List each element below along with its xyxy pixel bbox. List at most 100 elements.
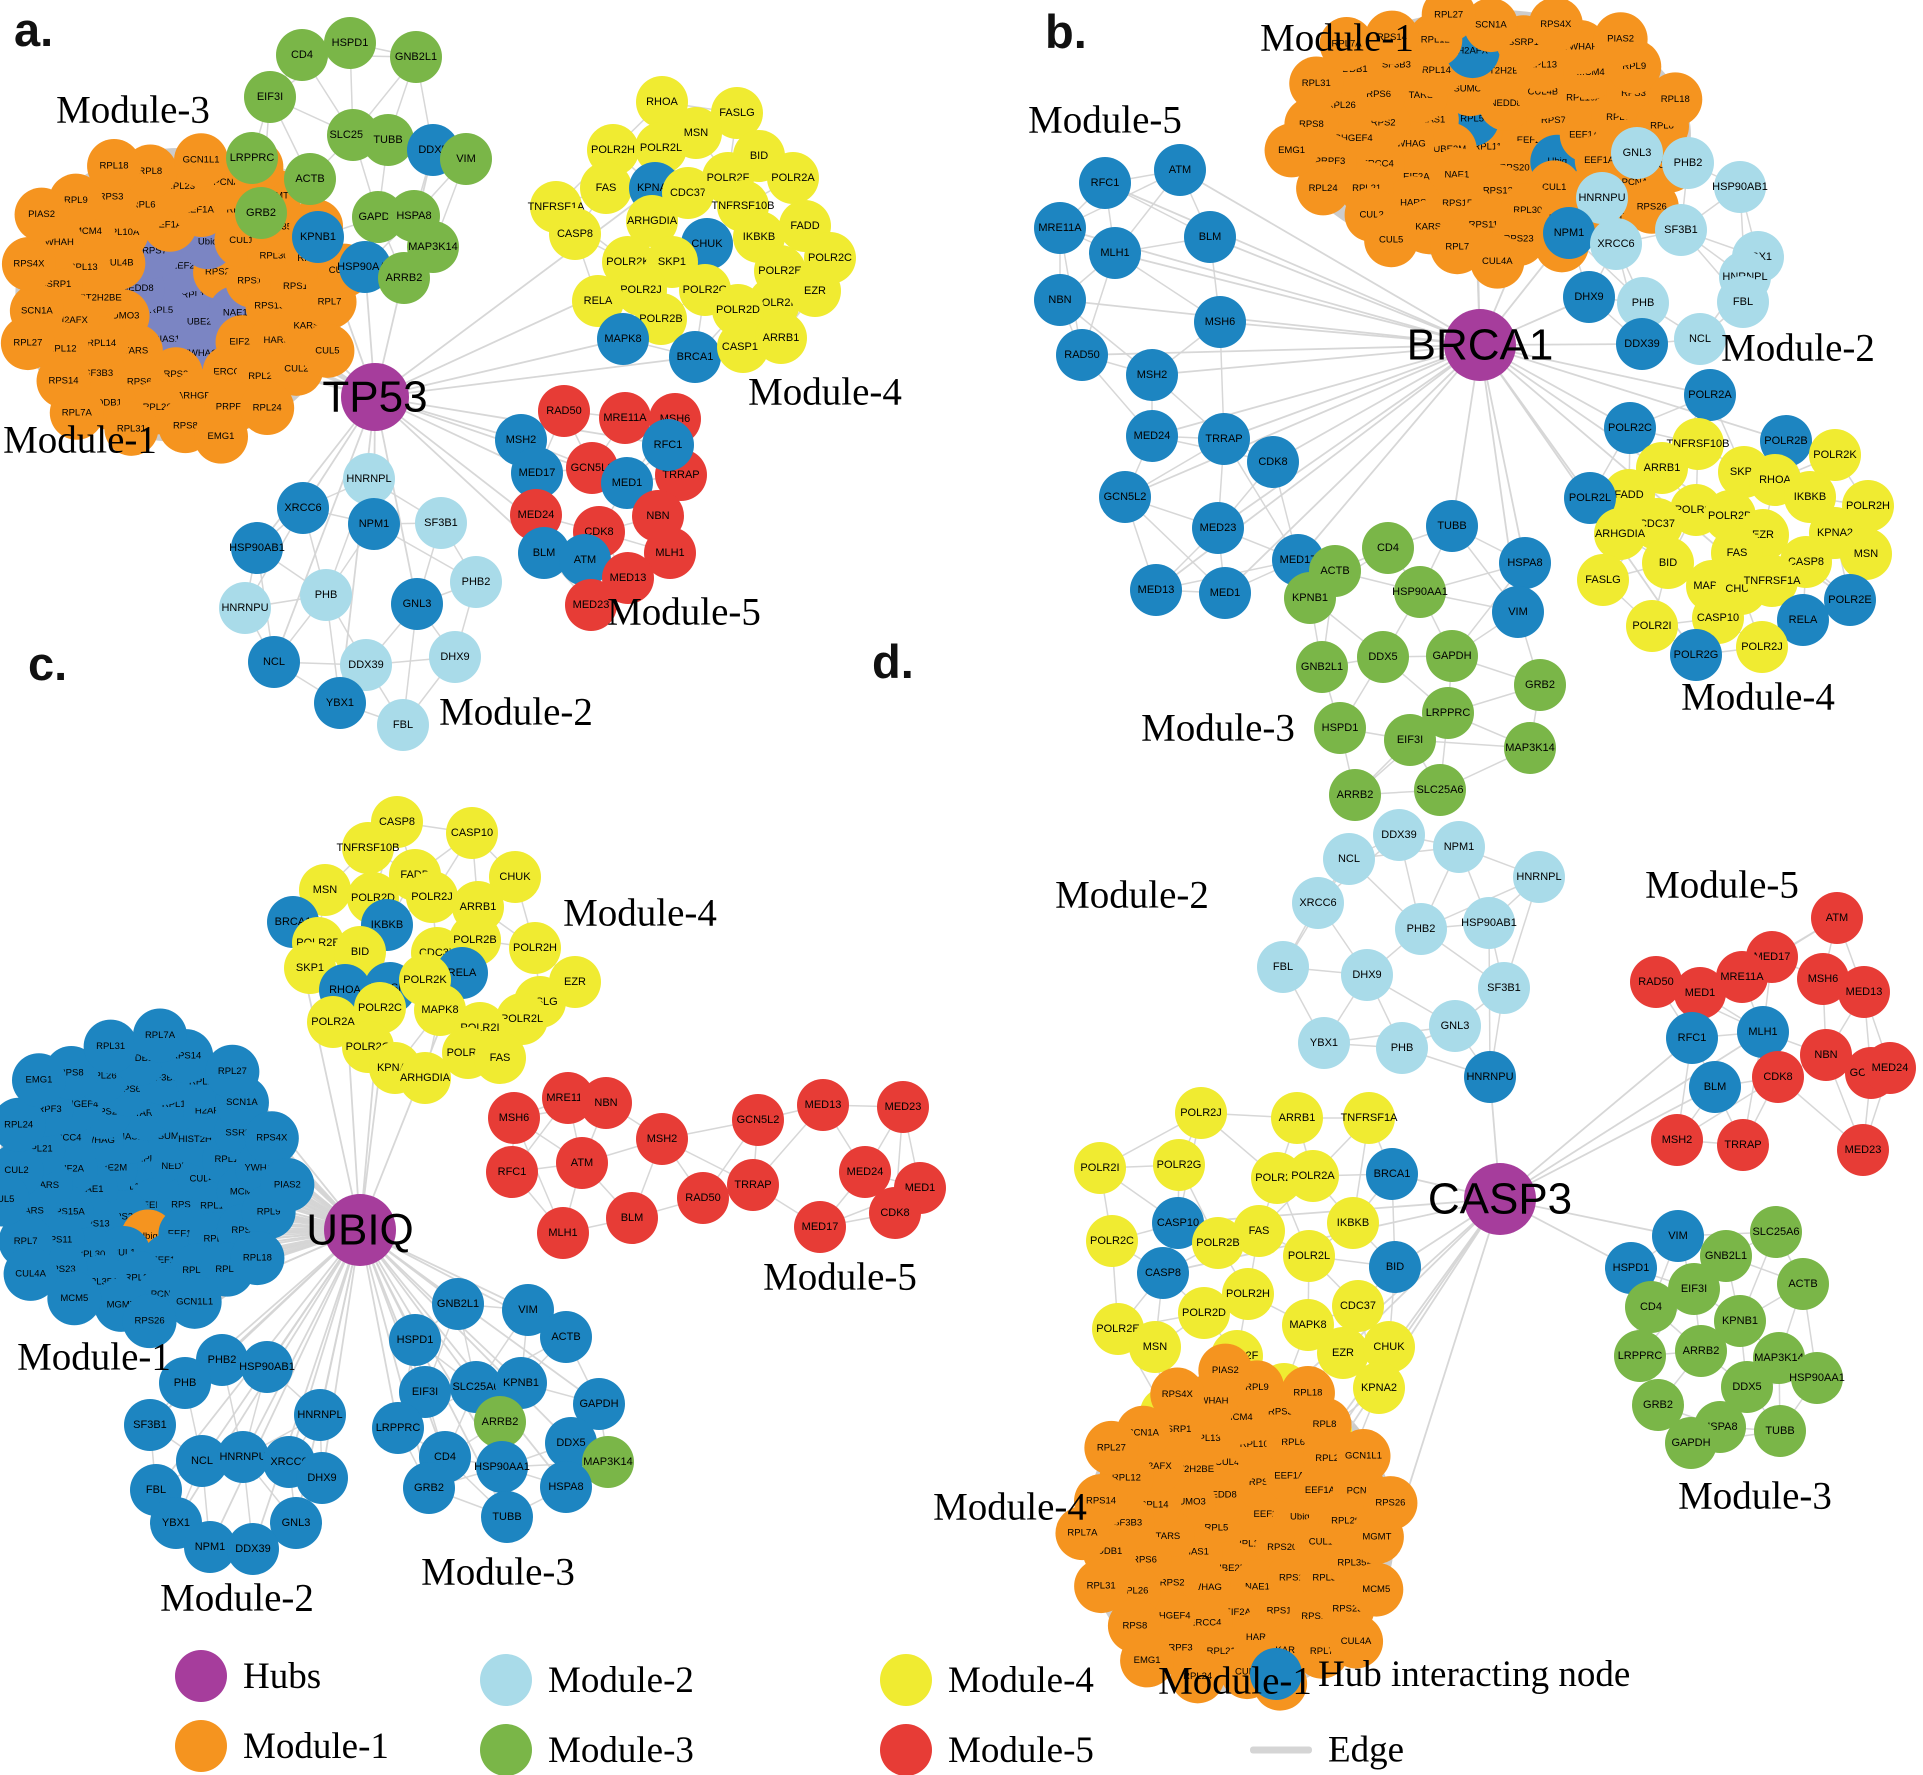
node-POLR2H[interactable]: POLR2H (1222, 1268, 1274, 1320)
node-PHB[interactable]: PHB (1376, 1022, 1428, 1074)
node-RPL31[interactable]: RPL31 (1074, 1559, 1129, 1614)
node-TRRAP[interactable]: TRRAP (1198, 413, 1250, 465)
node-HNRNPL[interactable]: HNRNPL (294, 1389, 346, 1441)
node-RPL27[interactable]: RPL27 (205, 1044, 260, 1099)
node-MSN[interactable]: MSN (1129, 1321, 1181, 1373)
node-POLR2L[interactable]: POLR2L (635, 122, 687, 174)
node-NBN[interactable]: NBN (1800, 1029, 1852, 1081)
node-TUBB[interactable]: TUBB (362, 114, 414, 166)
node-RPL7A[interactable]: RPL7A (1319, 17, 1374, 72)
node-RELA[interactable]: RELA (572, 275, 624, 327)
node-SLC25A6[interactable]: SLC25A6 (1750, 1206, 1802, 1258)
hub-node-BRCA1[interactable]: BRCA1 (1407, 309, 1554, 381)
node-CASP10[interactable]: CASP10 (446, 807, 498, 859)
node-GNB2L1[interactable]: GNB2L1 (1296, 641, 1348, 693)
node-GCN1L1[interactable]: GCN1L1 (174, 133, 229, 188)
node-CUL4A[interactable]: CUL4A (3, 1246, 58, 1301)
node-XRCC6[interactable]: XRCC6 (1590, 218, 1642, 270)
node-ACTB[interactable]: ACTB (1777, 1258, 1829, 1310)
node-ATM[interactable]: ATM (559, 534, 611, 586)
node-BLM[interactable]: BLM (1184, 211, 1236, 263)
node-MCM5[interactable]: MCM5 (1349, 1562, 1404, 1617)
node-HNRNPU[interactable]: HNRNPU (1464, 1051, 1516, 1103)
node-MAPK8[interactable]: MAPK8 (414, 984, 466, 1036)
node-BLM[interactable]: BLM (606, 1192, 658, 1244)
node-KPNB1[interactable]: KPNB1 (1284, 572, 1336, 624)
node-HSP90AA1[interactable]: HSP90AA1 (1789, 1352, 1845, 1404)
node-RPL27[interactable]: RPL27 (0, 316, 55, 371)
node-KPNB1[interactable]: KPNB1 (1714, 1295, 1766, 1347)
node-LRPPRC[interactable]: LRPPRC (226, 132, 278, 184)
node-RPS4X[interactable]: RPS4X (1150, 1367, 1205, 1422)
node-POLR2J[interactable]: POLR2J (406, 871, 458, 923)
node-NPM1[interactable]: NPM1 (348, 498, 400, 550)
node-RPL7A[interactable]: RPL7A (132, 1008, 187, 1063)
node-XRCC6[interactable]: XRCC6 (277, 482, 329, 534)
node-CD4[interactable]: CD4 (1362, 522, 1414, 574)
node-EZR[interactable]: EZR (789, 265, 841, 317)
node-VIM[interactable]: VIM (502, 1284, 554, 1336)
node-FBL[interactable]: FBL (1717, 276, 1769, 328)
node-NCL[interactable]: NCL (1323, 833, 1375, 885)
node-HNRNPL[interactable]: HNRNPL (1513, 851, 1565, 903)
node-GNL3[interactable]: GNL3 (1429, 1000, 1481, 1052)
node-TUBB[interactable]: TUBB (1754, 1405, 1806, 1457)
node-RPL31[interactable]: RPL31 (1289, 56, 1344, 111)
node-ARRB2[interactable]: ARRB2 (1329, 769, 1381, 821)
node-CUL4A[interactable]: CUL4A (1470, 234, 1525, 289)
node-MED13[interactable]: MED13 (602, 552, 654, 604)
node-RPL31[interactable]: RPL31 (83, 1019, 138, 1074)
node-RPS4X[interactable]: RPS4X (1528, 0, 1583, 52)
node-GRB2[interactable]: GRB2 (1514, 659, 1566, 711)
node-GCN1L1[interactable]: GCN1L1 (167, 1274, 222, 1329)
node-POLR2B[interactable]: POLR2B (1192, 1217, 1244, 1269)
node-RPL18[interactable]: RPL18 (87, 138, 142, 193)
node-MRE11A[interactable]: MRE11A (1716, 951, 1768, 1003)
node-FBL[interactable]: FBL (1257, 941, 1309, 993)
node-MED1[interactable]: MED1 (1674, 967, 1726, 1019)
node-MED17[interactable]: MED17 (511, 447, 563, 499)
node-PIAS2[interactable]: PIAS2 (260, 1157, 315, 1212)
node-CUL5[interactable]: CUL5 (1364, 213, 1419, 268)
node-VIM[interactable]: VIM (1492, 586, 1544, 638)
node-CDC37[interactable]: CDC37 (1332, 1280, 1384, 1332)
node-RPL18[interactable]: RPL18 (1648, 72, 1703, 127)
node-ARRB2[interactable]: ARRB2 (1675, 1325, 1727, 1377)
node-RPL27[interactable]: RPL27 (1084, 1420, 1139, 1475)
node-HSPA8[interactable]: HSPA8 (540, 1461, 592, 1513)
node-FAS[interactable]: FAS (580, 162, 632, 214)
node-RPS4X[interactable]: RPS4X (244, 1111, 299, 1166)
node-BID[interactable]: BID (1642, 537, 1694, 589)
node-CUL5[interactable]: CUL5 (300, 323, 355, 378)
node-NPM1[interactable]: NPM1 (1433, 821, 1485, 873)
node-GCN5L2[interactable]: GCN5L2 (1099, 471, 1151, 523)
node-GNL3[interactable]: GNL3 (1611, 127, 1663, 179)
node-ARRB2[interactable]: ARRB2 (378, 252, 430, 304)
node-DDX5[interactable]: DDX5 (1357, 631, 1409, 683)
node-NBN[interactable]: NBN (1034, 274, 1086, 326)
node-CD4[interactable]: CD4 (276, 29, 328, 81)
node-NPM1[interactable]: NPM1 (1543, 207, 1595, 259)
node-MLH1[interactable]: MLH1 (1737, 1006, 1789, 1058)
node-LRPPRC[interactable]: LRPPRC (1422, 687, 1474, 739)
node-POLR2J[interactable]: POLR2J (1175, 1087, 1227, 1139)
node-MSH2[interactable]: MSH2 (636, 1113, 688, 1165)
node-POLR2K[interactable]: POLR2K (1809, 429, 1861, 481)
node-VIM[interactable]: VIM (440, 133, 492, 185)
node-CDC37[interactable]: CDC37 (662, 167, 714, 219)
node-CDK8[interactable]: CDK8 (1247, 436, 1299, 488)
node-CUL5[interactable]: CUL5 (0, 1172, 30, 1227)
node-RHOA[interactable]: RHOA (636, 76, 688, 128)
node-MLH1[interactable]: MLH1 (644, 527, 696, 579)
node-PHB2[interactable]: PHB2 (1395, 903, 1447, 955)
node-DDX39[interactable]: DDX39 (340, 639, 392, 691)
node-TNFRSF10B[interactable]: TNFRSF10B (337, 822, 400, 874)
node-ATM[interactable]: ATM (1811, 892, 1863, 944)
node-NCL[interactable]: NCL (248, 636, 300, 688)
node-HNRNPU[interactable]: HNRNPU (217, 1431, 269, 1483)
node-GCN1L1[interactable]: GCN1L1 (1336, 1429, 1391, 1484)
node-HSPD1[interactable]: HSPD1 (324, 17, 376, 69)
node-MSN[interactable]: MSN (1840, 528, 1892, 580)
node-PHB2[interactable]: PHB2 (450, 556, 502, 608)
node-PIAS2[interactable]: PIAS2 (14, 187, 69, 242)
